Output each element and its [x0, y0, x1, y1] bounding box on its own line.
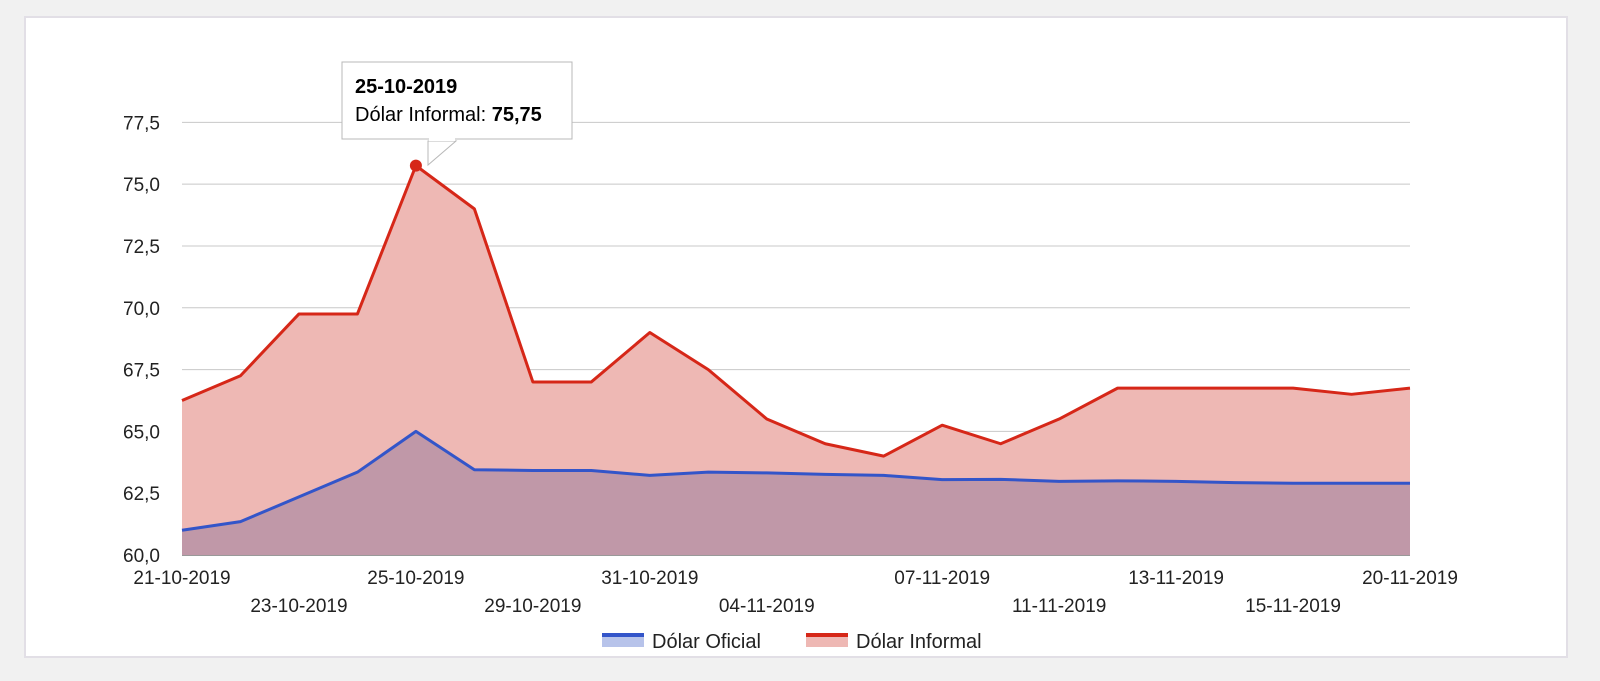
- x-tick-label: 15-11-2019: [1245, 596, 1341, 617]
- y-tick-label: 75,0: [123, 175, 160, 196]
- tooltip-series-label: Dólar Informal:: [355, 104, 486, 126]
- y-tick-label: 72,5: [123, 237, 160, 258]
- x-tick-label: 04-11-2019: [719, 596, 815, 617]
- y-tick-label: 67,5: [123, 361, 160, 382]
- legend-label-informal: Dólar Informal: [856, 631, 982, 653]
- tooltip-value: 75,75: [492, 104, 542, 126]
- x-tick-label: 20-11-2019: [1362, 568, 1458, 589]
- x-tick-label: 31-10-2019: [601, 568, 698, 589]
- x-tick-label: 13-11-2019: [1128, 568, 1224, 589]
- y-tick-label: 70,0: [123, 299, 160, 320]
- area-dolar-oficial: [182, 431, 1410, 555]
- legend-swatch-oficial-fill: [602, 636, 644, 647]
- tooltip-date: 25-10-2019: [355, 76, 457, 98]
- x-tick-label: 23-10-2019: [250, 596, 347, 617]
- y-tick-label: 60,0: [123, 546, 160, 567]
- legend-swatch-oficial-line: [602, 633, 644, 637]
- line-dolar-oficial[interactable]: [181, 429, 1410, 532]
- tooltip-box: [341, 61, 573, 140]
- data-tooltip: 25-10-2019 Dólar Informal: 75,75: [341, 61, 573, 172]
- tooltip-point-marker[interactable]: [409, 159, 422, 172]
- area-dolar-informal: [182, 165, 1410, 555]
- legend-swatch-informal-line: [806, 633, 848, 637]
- x-tick-label: 11-11-2019: [1012, 596, 1106, 617]
- legend-swatch-informal-fill: [806, 636, 848, 647]
- line-dolar-informal[interactable]: [181, 164, 1411, 458]
- y-tick-label: 77,5: [123, 113, 160, 134]
- x-tick-label: 25-10-2019: [367, 568, 464, 589]
- y-tick-label: 62,5: [123, 484, 160, 505]
- tooltip-pointer: [427, 140, 458, 167]
- legend-label-oficial: Dólar Oficial: [652, 631, 761, 653]
- x-tick-label: 07-11-2019: [894, 568, 990, 589]
- x-tick-label: 21-10-2019: [133, 568, 230, 589]
- tooltip-value-line: Dólar Informal: 75,75: [355, 104, 542, 126]
- x-tick-label: 29-10-2019: [484, 596, 581, 617]
- y-tick-label: 65,0: [123, 422, 160, 443]
- legend-item-oficial[interactable]: Dólar Oficial: [602, 631, 761, 653]
- legend-item-informal[interactable]: Dólar Informal: [806, 631, 982, 653]
